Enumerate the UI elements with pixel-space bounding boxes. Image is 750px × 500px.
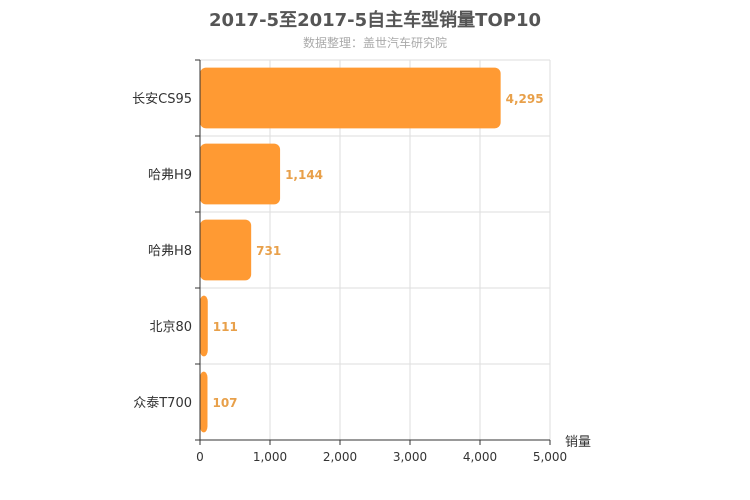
bar	[200, 67, 501, 129]
x-tick-label: 0	[196, 450, 204, 464]
x-tick-label: 5,000	[533, 450, 567, 464]
bar	[200, 219, 252, 281]
x-tick-label: 4,000	[463, 450, 497, 464]
category-label: 长安CS95	[132, 92, 192, 107]
x-axis-title: 销量	[565, 435, 591, 450]
data-label: 111	[213, 320, 238, 334]
category-label: 哈弗H8	[148, 244, 192, 259]
chart-subtitle: 数据整理：盖世汽车研究院	[302, 36, 447, 50]
x-tick-label: 1,000	[253, 450, 287, 464]
category-label: 众泰T700	[133, 396, 192, 411]
chart-title: 2017-5至2017-5自主车型销量TOP10	[208, 10, 541, 31]
bar	[200, 371, 208, 433]
category-label: 哈弗H9	[148, 168, 192, 183]
x-tick-label: 3,000	[393, 450, 427, 464]
data-label: 731	[256, 244, 281, 258]
data-label: 1,144	[285, 168, 323, 182]
data-label: 107	[212, 396, 237, 410]
x-tick-label: 2,000	[323, 450, 357, 464]
data-label: 4,295	[506, 92, 544, 106]
bar	[200, 295, 208, 357]
bar	[200, 143, 281, 205]
category-label: 北京80	[149, 320, 192, 335]
